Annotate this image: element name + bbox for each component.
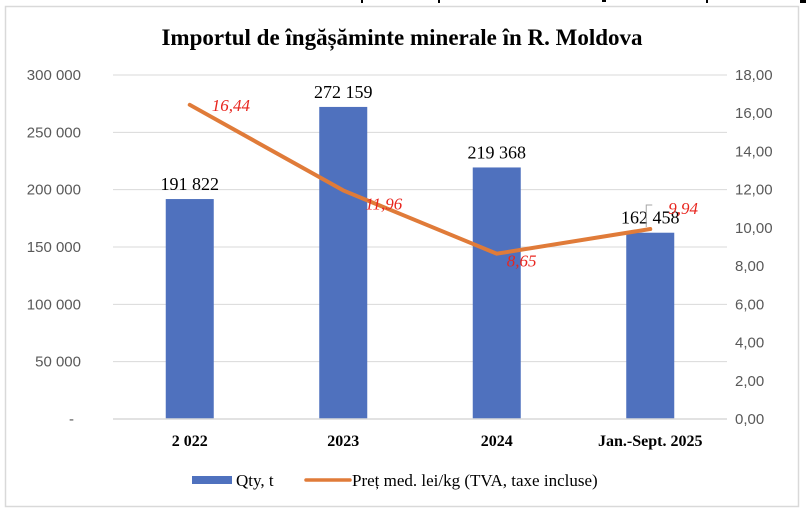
chart-title: Importul de îngășăminte minerale în R. M…: [161, 25, 643, 51]
bar-series: [165, 106, 675, 419]
bar[interactable]: [626, 232, 675, 419]
line-data-label: 11,96: [365, 194, 402, 213]
legend-label-price: Preț med. lei/kg (TVA, taxe incluse): [352, 471, 598, 490]
y-right-tick-label: 14,00: [735, 143, 773, 160]
x-axis: 2 022 2023 2024 Jan.-Sept. 2025: [172, 433, 703, 450]
y-left-tick-label: 100 000: [27, 296, 81, 313]
x-tick-label: 2024: [481, 433, 513, 450]
line-series: [187, 102, 653, 256]
y-left-tick-label: 200 000: [27, 182, 81, 199]
bar[interactable]: [165, 199, 214, 419]
legend-label-qty: Qty, t: [236, 471, 274, 490]
y-left-tick-label: 50 000: [35, 354, 81, 371]
leader-line: [645, 204, 653, 228]
legend-swatch-bar: [192, 476, 232, 484]
bar[interactable]: [319, 106, 368, 419]
y-right-tick-label: 18,00: [735, 67, 773, 84]
chart-frame: [4, 5, 800, 508]
y-right-tick-label: 6,00: [735, 296, 764, 313]
y-right-tick-label: 16,00: [735, 105, 773, 122]
price-line[interactable]: [187, 102, 653, 256]
x-tick-label: Jan.-Sept. 2025: [598, 433, 702, 450]
x-tick-label: 2023: [327, 433, 359, 450]
bar-data-label: 162 458: [621, 208, 680, 228]
line-data-label: 9,94: [668, 199, 698, 218]
bar-data-labels: 191 822 272 159 219 368 162 458: [161, 82, 680, 228]
y-left-tick-label: 250 000: [27, 124, 81, 141]
bar-data-label: 272 159: [314, 82, 373, 102]
y-right-tick-label: 2,00: [735, 373, 764, 390]
clipped-text-fragment: [361, 0, 806, 3]
line-data-label: 8,65: [507, 252, 537, 271]
y-right-tick-label: 8,00: [735, 258, 764, 275]
legend-item-price[interactable]: Preț med. lei/kg (TVA, taxe incluse): [304, 471, 598, 490]
line-data-labels: 16,44 11,96 8,65 9,94: [212, 96, 699, 271]
line-data-label: 16,44: [212, 96, 251, 115]
y-right-tick-label: 12,00: [735, 182, 773, 199]
y-left-tick-label: 150 000: [27, 239, 81, 256]
y-axis-left: - 50 000 100 000 150 000 200 000 250 000 300 0…: [27, 67, 81, 428]
bar-data-label: 191 822: [161, 174, 220, 194]
bar-data-label: 219 368: [468, 142, 527, 162]
bar[interactable]: [472, 167, 521, 419]
y-right-tick-label: 10,00: [735, 220, 773, 237]
y-left-tick-label: -: [69, 411, 74, 428]
y-left-tick-label: 300 000: [27, 67, 81, 84]
x-tick-label: 2 022: [172, 433, 208, 450]
gridlines: [113, 74, 727, 363]
y-right-tick-label: 0,00: [735, 411, 764, 428]
legend: Qty, t Preț med. lei/kg (TVA, taxe inclu…: [192, 471, 598, 490]
y-right-tick-label: 4,00: [735, 335, 764, 352]
y-axis-right: 0,00 2,00 4,00 6,00 8,00 10,00 12,00 14,00 16,00…: [735, 67, 773, 428]
legend-item-qty[interactable]: Qty, t: [192, 471, 274, 490]
